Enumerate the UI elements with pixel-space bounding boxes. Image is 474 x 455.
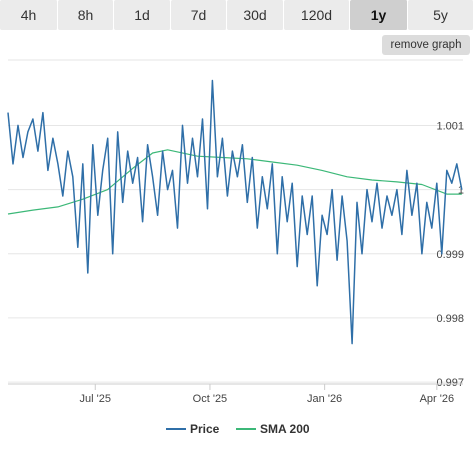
series-lines [7, 79, 463, 345]
tab-120d[interactable]: 120d [284, 0, 350, 30]
y-tick-label: 1.001 [436, 120, 464, 132]
range-tabs: 4h 8h 1d 7d 30d 120d 1y 5y [0, 0, 474, 30]
tab-8h[interactable]: 8h [58, 0, 114, 30]
tab-1y[interactable]: 1y [350, 0, 408, 30]
tab-30d[interactable]: 30d [227, 0, 284, 30]
y-tick-label: 0.997 [436, 377, 464, 389]
tab-4h[interactable]: 4h [0, 0, 58, 30]
y-tick-label: 1 [458, 185, 464, 197]
y-tick-label: 0.999 [436, 249, 464, 261]
tab-1d[interactable]: 1d [114, 0, 171, 30]
x-tick-label: Apr '26 [420, 393, 455, 405]
sma-200-line [7, 149, 462, 215]
legend-label[interactable]: SMA 200 [260, 422, 310, 436]
y-axis: 1.001 1 0.999 0.998 0.997 [436, 120, 464, 389]
tab-7d[interactable]: 7d [171, 0, 227, 30]
x-axis: Jul '25 Oct '25 Jan '26 Apr '26 [8, 383, 463, 405]
x-tick-label: Oct '25 [193, 393, 228, 405]
legend: Price SMA 200 [166, 422, 310, 436]
legend-label[interactable]: Price [190, 422, 220, 436]
remove-graph-button[interactable]: remove graph [382, 35, 470, 55]
y-tick-label: 0.998 [436, 313, 464, 325]
x-tick-label: Jul '25 [80, 393, 111, 405]
price-line [7, 79, 463, 345]
x-tick-label: Jan '26 [307, 393, 342, 405]
